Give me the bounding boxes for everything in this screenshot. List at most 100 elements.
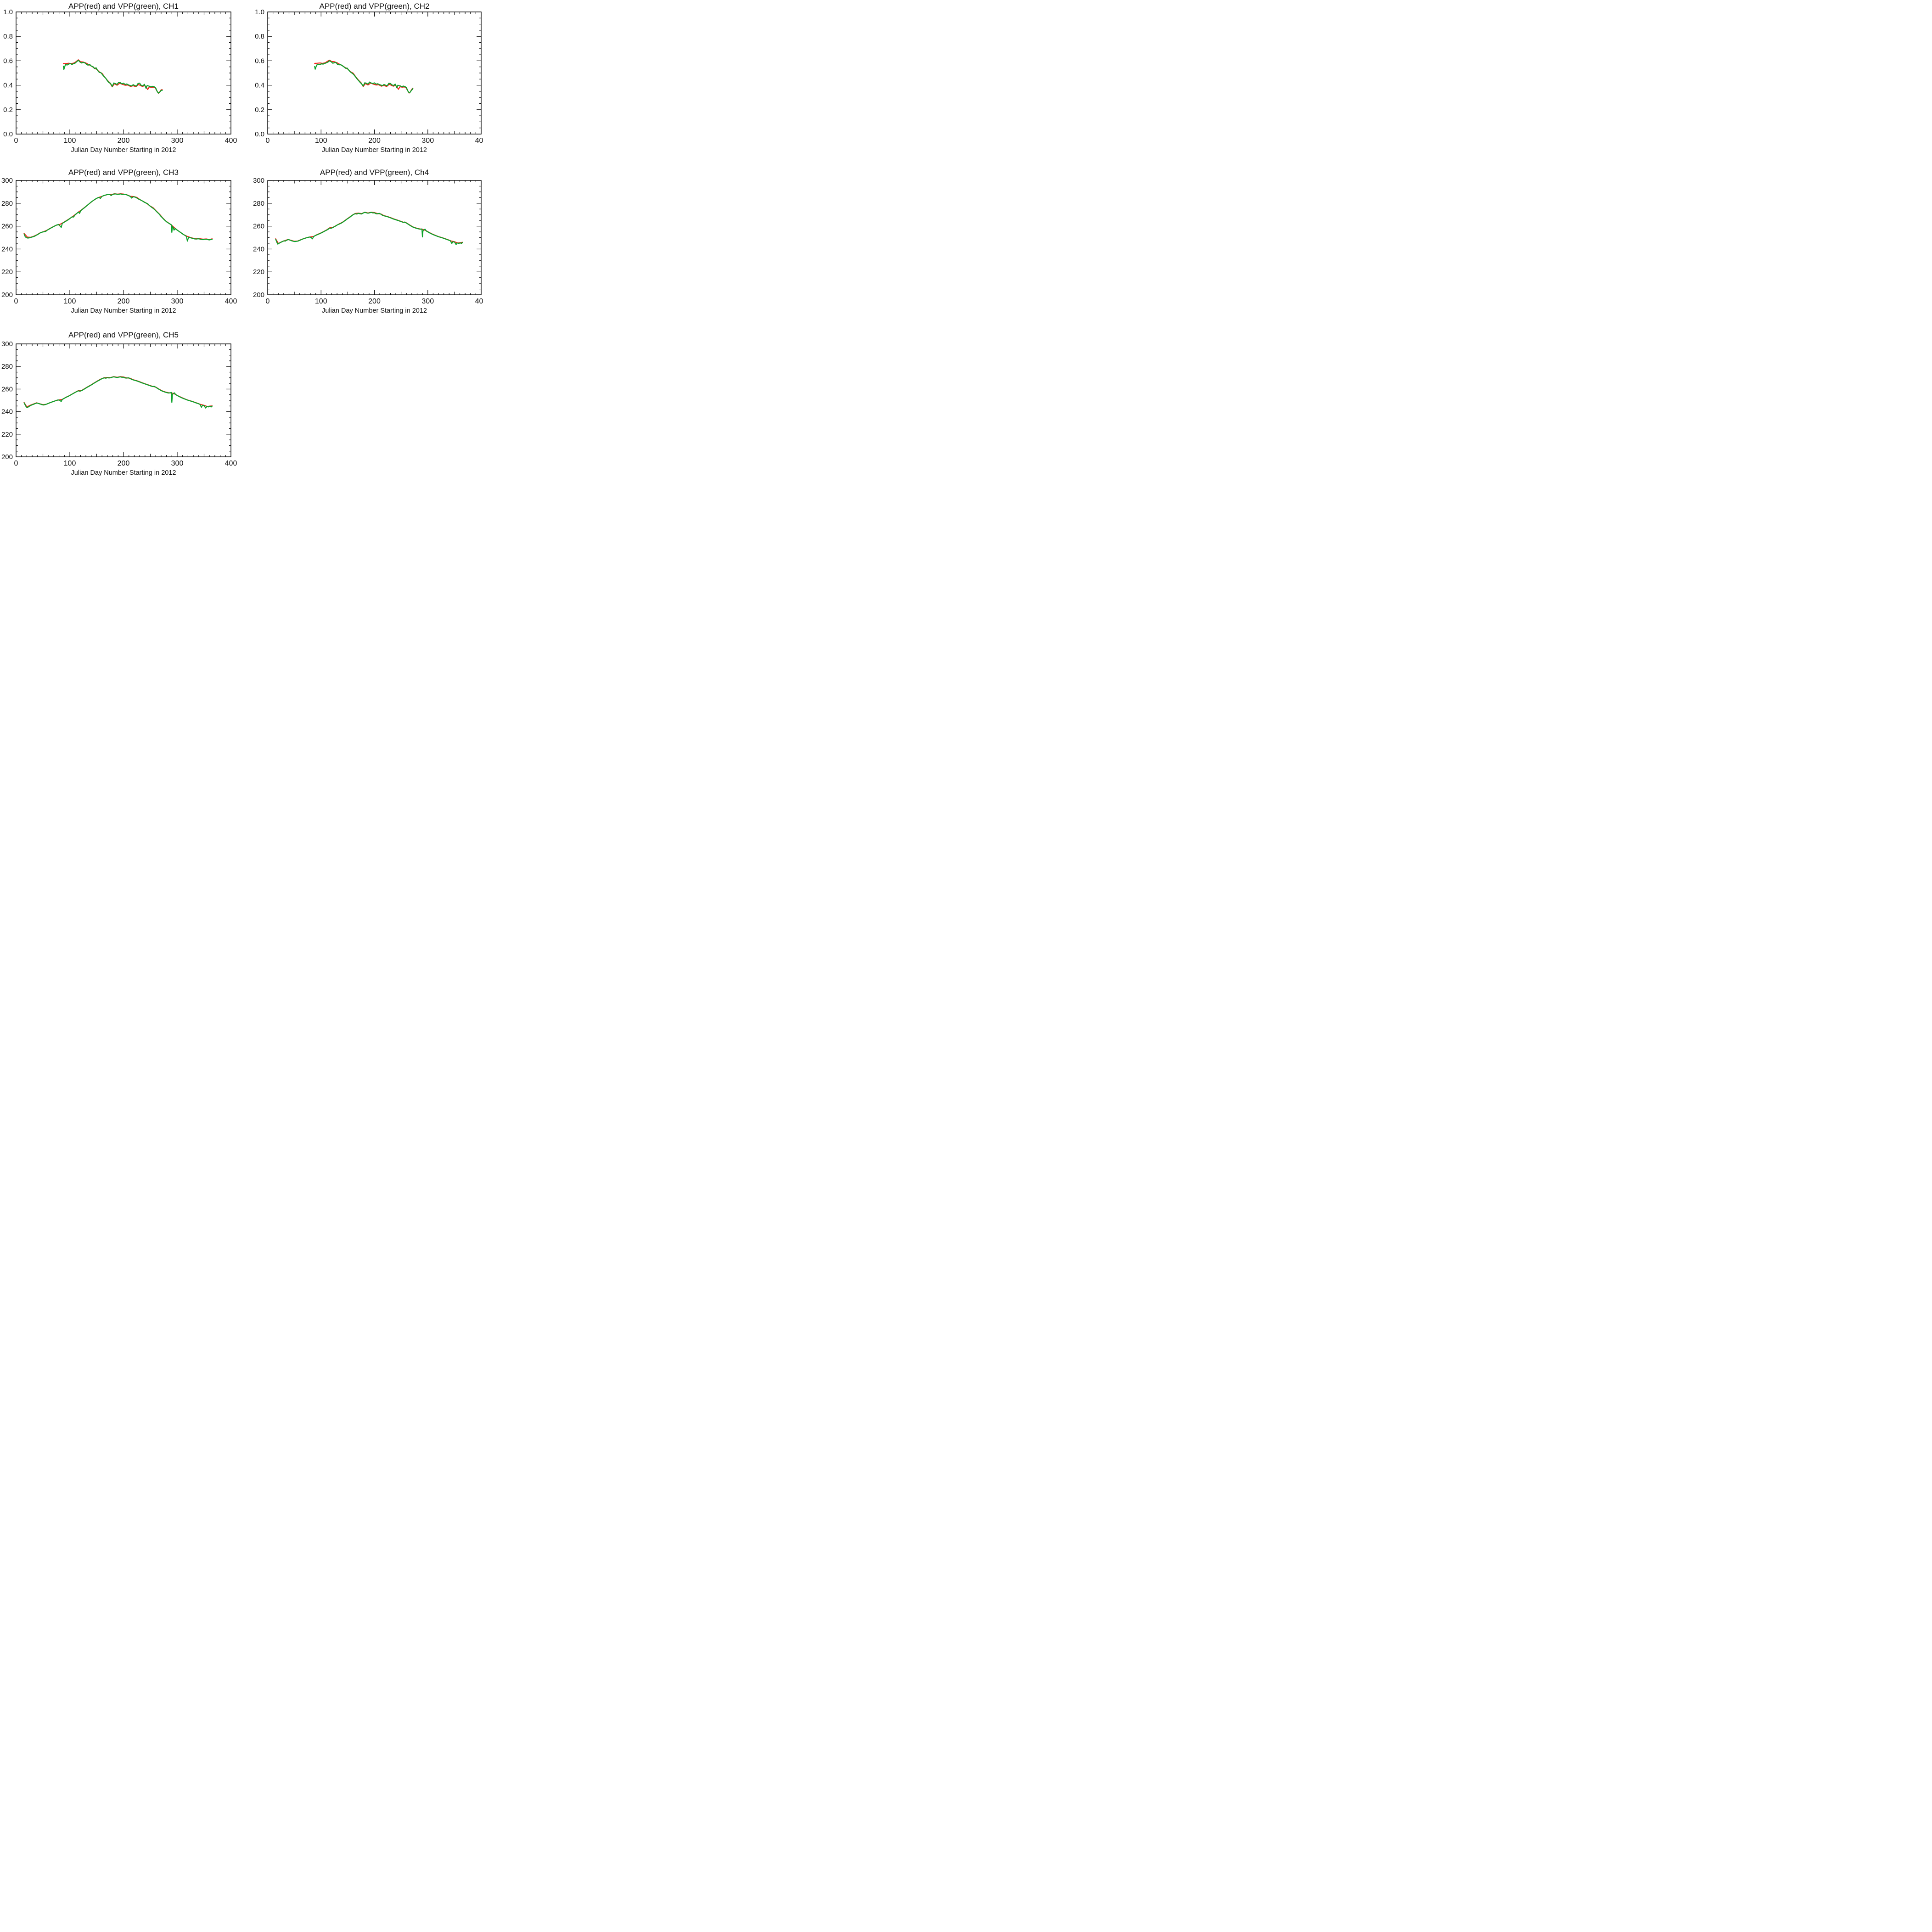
y-tick-label: 240 <box>1 245 13 253</box>
x-axis-ticks <box>16 180 231 295</box>
y-tick-label: 0.8 <box>255 33 264 40</box>
y-tick-label: 200 <box>253 291 264 299</box>
x-axis-ticks <box>267 12 482 134</box>
chart-title: APP(red) and VPP(green), Ch4 <box>320 168 429 177</box>
x-tick-label: 0 <box>14 460 18 467</box>
chart-frame <box>16 11 231 135</box>
app-series-line <box>62 59 163 94</box>
x-tick-label: 100 <box>315 137 327 145</box>
x-tick-label: 300 <box>421 137 434 145</box>
y-tick-label: 1.0 <box>255 8 264 16</box>
y-tick-label: 0.6 <box>3 57 13 65</box>
x-tick-label: 300 <box>171 298 184 305</box>
chart-svg-1: 0 100 200 300 400 0.0 0.2 0.4 0.6 0.8 1.0 APP(red) … <box>3 2 237 154</box>
x-axis-ticks <box>16 12 231 134</box>
chart-title: APP(red) and VPP(green), CH3 <box>68 168 179 177</box>
y-tick-label: 0.4 <box>255 82 264 90</box>
y-tick-label: 0.2 <box>255 106 264 114</box>
chart-title: APP(red) and VPP(green), CH5 <box>68 331 179 339</box>
y-tick-label: 280 <box>1 363 13 371</box>
x-tick-label: 200 <box>368 137 381 145</box>
y-tick-label: 0.8 <box>3 33 13 40</box>
chart-frame <box>16 343 231 457</box>
x-axis-ticks <box>16 344 231 457</box>
y-tick-label: 0.6 <box>255 57 264 65</box>
x-tick-label: 200 <box>368 298 381 305</box>
chart-panel-ch3: 0 100 200 300 400 200 220 240 260 280 300 APP(red) … <box>0 161 242 322</box>
x-tick-label: 100 <box>64 137 76 145</box>
chart-svg-3: 0 100 200 300 400 200 220 240 260 280 300 APP(red) … <box>1 168 237 315</box>
multi-panel-figure: 0 100 200 300 400 0.0 0.2 0.4 0.6 0.8 1.0 APP(red) … <box>0 0 483 483</box>
x-tick-label: 300 <box>421 298 434 305</box>
x-axis-label: Julian Day Number Starting in 2012 <box>322 146 427 154</box>
vpp-series-line <box>23 193 213 242</box>
y-axis-ticks <box>16 11 231 135</box>
x-axis-label: Julian Day Number Starting in 2012 <box>71 469 176 477</box>
empty-cell <box>242 322 483 483</box>
x-tick-label: 100 <box>315 298 327 305</box>
y-tick-label: 240 <box>1 408 13 416</box>
y-tick-label: 0.2 <box>3 106 13 114</box>
vpp-series-line <box>275 212 463 245</box>
y-tick-label: 0.4 <box>3 82 13 90</box>
y-tick-label: 220 <box>253 268 264 276</box>
y-tick-label: 220 <box>1 268 13 276</box>
app-series-line <box>314 60 414 94</box>
x-axis-label: Julian Day Number Starting in 2012 <box>71 146 176 154</box>
y-tick-label: 1.0 <box>3 8 13 16</box>
y-tick-label: 260 <box>253 223 264 230</box>
app-series-line <box>23 193 213 240</box>
y-tick-label: 300 <box>253 177 264 185</box>
chart-frame <box>267 180 482 295</box>
x-axis-label: Julian Day Number Starting in 2012 <box>71 307 176 315</box>
y-tick-label: 0.0 <box>3 130 13 138</box>
y-tick-label: 200 <box>1 453 13 461</box>
x-tick-label: 300 <box>171 137 184 145</box>
y-tick-label: 0.0 <box>255 130 264 138</box>
vpp-series-line <box>23 376 213 409</box>
x-tick-label: 400 <box>475 298 483 305</box>
x-tick-label: 400 <box>225 460 237 467</box>
chart-svg-5: 0 100 200 300 400 200 220 240 260 280 300 APP(red) … <box>1 331 237 477</box>
y-axis-ticks <box>16 343 231 457</box>
chart-title: APP(red) and VPP(green), CH2 <box>320 2 430 11</box>
y-tick-label: 300 <box>1 177 13 185</box>
chart-frame <box>267 11 482 135</box>
x-tick-label: 0 <box>266 137 270 145</box>
x-tick-label: 0 <box>14 298 18 305</box>
chart-title: APP(red) and VPP(green), CH1 <box>68 2 179 11</box>
y-tick-label: 280 <box>253 200 264 208</box>
chart-frame <box>16 180 231 295</box>
x-tick-label: 100 <box>64 298 76 305</box>
y-tick-label: 260 <box>1 223 13 230</box>
y-tick-label: 300 <box>1 340 13 348</box>
y-tick-label: 200 <box>1 291 13 299</box>
x-tick-label: 200 <box>118 137 130 145</box>
vpp-series-line <box>62 60 163 94</box>
chart-panel-ch5: 0 100 200 300 400 200 220 240 260 280 300 APP(red) … <box>0 322 242 483</box>
y-tick-label: 220 <box>1 431 13 438</box>
chart-panel-ch2: 0 100 200 300 400 0.0 0.2 0.4 0.6 0.8 1.0 APP(red) … <box>242 0 483 161</box>
x-tick-label: 400 <box>475 137 483 145</box>
vpp-series-line <box>314 60 414 93</box>
y-axis-ticks <box>268 180 481 295</box>
x-tick-label: 0 <box>14 137 18 145</box>
chart-svg-2: 0 100 200 300 400 0.0 0.2 0.4 0.6 0.8 1.0 APP(red) … <box>255 2 483 154</box>
y-tick-label: 240 <box>253 245 264 253</box>
y-tick-label: 260 <box>1 385 13 393</box>
chart-panel-ch1: 0 100 200 300 400 0.0 0.2 0.4 0.6 0.8 1.0 APP(red) … <box>0 0 242 161</box>
x-tick-label: 300 <box>171 460 184 467</box>
y-tick-label: 280 <box>1 200 13 208</box>
chart-svg-4: 0 100 200 300 400 200 220 240 260 280 300 APP(red) … <box>253 168 483 315</box>
x-tick-label: 200 <box>118 298 130 305</box>
x-tick-label: 0 <box>266 298 270 305</box>
x-tick-label: 400 <box>225 298 237 305</box>
x-tick-label: 400 <box>225 137 237 145</box>
y-axis-ticks <box>268 11 481 135</box>
chart-panel-ch4: 0 100 200 300 400 200 220 240 260 280 300 APP(red) … <box>242 161 483 322</box>
x-tick-label: 200 <box>118 460 130 467</box>
y-axis-ticks <box>16 180 231 295</box>
x-axis-ticks <box>267 180 482 295</box>
x-tick-label: 100 <box>64 460 76 467</box>
x-axis-label: Julian Day Number Starting in 2012 <box>322 307 427 315</box>
